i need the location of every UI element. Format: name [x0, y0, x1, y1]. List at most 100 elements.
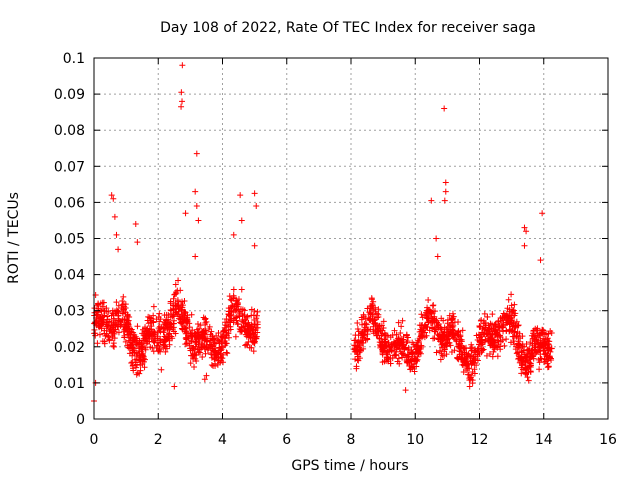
x-tick-label: 12	[471, 432, 489, 448]
data-point	[169, 313, 176, 320]
data-point	[139, 360, 146, 367]
data-point	[146, 331, 153, 338]
data-point	[545, 363, 552, 370]
data-point	[399, 343, 406, 350]
data-point	[160, 329, 167, 336]
data-point	[437, 335, 444, 342]
data-point	[512, 322, 519, 329]
data-point	[244, 327, 251, 334]
data-point	[221, 319, 228, 326]
data-point	[201, 331, 208, 338]
data-point	[142, 344, 149, 351]
data-point	[167, 307, 174, 314]
data-point	[357, 347, 364, 354]
data-point	[389, 355, 396, 362]
data-point	[443, 340, 450, 347]
data-point	[115, 246, 122, 253]
data-point	[418, 311, 425, 318]
data-point	[527, 360, 534, 367]
data-point	[510, 337, 517, 344]
data-point	[358, 338, 365, 345]
data-point	[356, 347, 363, 354]
data-point	[238, 324, 245, 331]
data-point	[544, 364, 551, 371]
data-point	[178, 103, 185, 110]
data-point	[466, 383, 473, 390]
data-point	[467, 374, 474, 381]
data-point	[95, 321, 102, 328]
data-point	[95, 300, 102, 307]
data-point	[180, 323, 187, 330]
x-axis-ticks: 0 2 4 6 8 10 12 14 16	[90, 58, 617, 448]
data-point	[487, 342, 494, 349]
data-point	[230, 231, 237, 238]
data-point	[542, 331, 549, 338]
x-axis-label: GPS time / hours	[291, 458, 408, 474]
data-point	[394, 358, 401, 365]
data-point	[415, 337, 422, 344]
data-point	[469, 344, 476, 351]
data-point	[199, 353, 206, 360]
chart-title: Day 108 of 2022, Rate Of TEC Index for r…	[160, 20, 536, 36]
data-point	[466, 365, 473, 372]
data-point	[251, 190, 258, 197]
data-point	[455, 319, 462, 326]
data-point	[228, 297, 235, 304]
data-point	[179, 98, 186, 105]
data-point	[492, 321, 499, 328]
data-point	[248, 322, 255, 329]
data-point	[221, 324, 228, 331]
data-point	[480, 320, 487, 327]
data-point	[426, 327, 433, 334]
data-point	[200, 342, 207, 349]
data-point	[98, 325, 105, 332]
data-point	[514, 349, 521, 356]
data-point	[386, 344, 393, 351]
data-point	[154, 329, 161, 336]
data-point	[181, 308, 188, 315]
data-point	[121, 332, 128, 339]
data-point	[494, 333, 501, 340]
data-point	[384, 332, 391, 339]
data-point	[524, 347, 531, 354]
data-point	[233, 306, 240, 313]
data-point	[436, 331, 443, 338]
data-point	[381, 344, 388, 351]
data-point	[134, 361, 141, 368]
y-tick-label: 0.05	[54, 232, 85, 248]
data-point	[464, 371, 471, 378]
data-point	[545, 338, 552, 345]
data-point	[536, 341, 543, 348]
data-point	[379, 338, 386, 345]
data-point	[176, 306, 183, 313]
data-point	[530, 333, 537, 340]
data-point	[484, 327, 490, 334]
data-point	[238, 217, 245, 224]
data-point	[474, 346, 481, 353]
data-point	[441, 197, 448, 204]
data-point	[164, 326, 171, 333]
data-point	[145, 320, 152, 327]
data-point	[212, 340, 219, 347]
data-point	[441, 332, 448, 339]
y-tick-label: 0.07	[54, 159, 85, 175]
data-point	[489, 311, 496, 318]
data-point	[184, 340, 191, 347]
data-point	[443, 325, 450, 332]
data-point	[397, 348, 404, 355]
data-point	[227, 296, 234, 303]
data-point	[179, 62, 186, 69]
data-point	[115, 329, 122, 336]
data-point	[184, 317, 191, 324]
data-point	[537, 257, 544, 264]
data-point	[395, 319, 402, 326]
data-point	[219, 355, 226, 362]
data-point	[110, 195, 117, 202]
data-point	[188, 345, 195, 352]
data-point	[489, 338, 496, 345]
data-point	[409, 339, 416, 346]
data-point	[534, 340, 541, 347]
data-point	[219, 344, 226, 351]
data-point	[423, 332, 430, 339]
data-point	[438, 341, 445, 348]
